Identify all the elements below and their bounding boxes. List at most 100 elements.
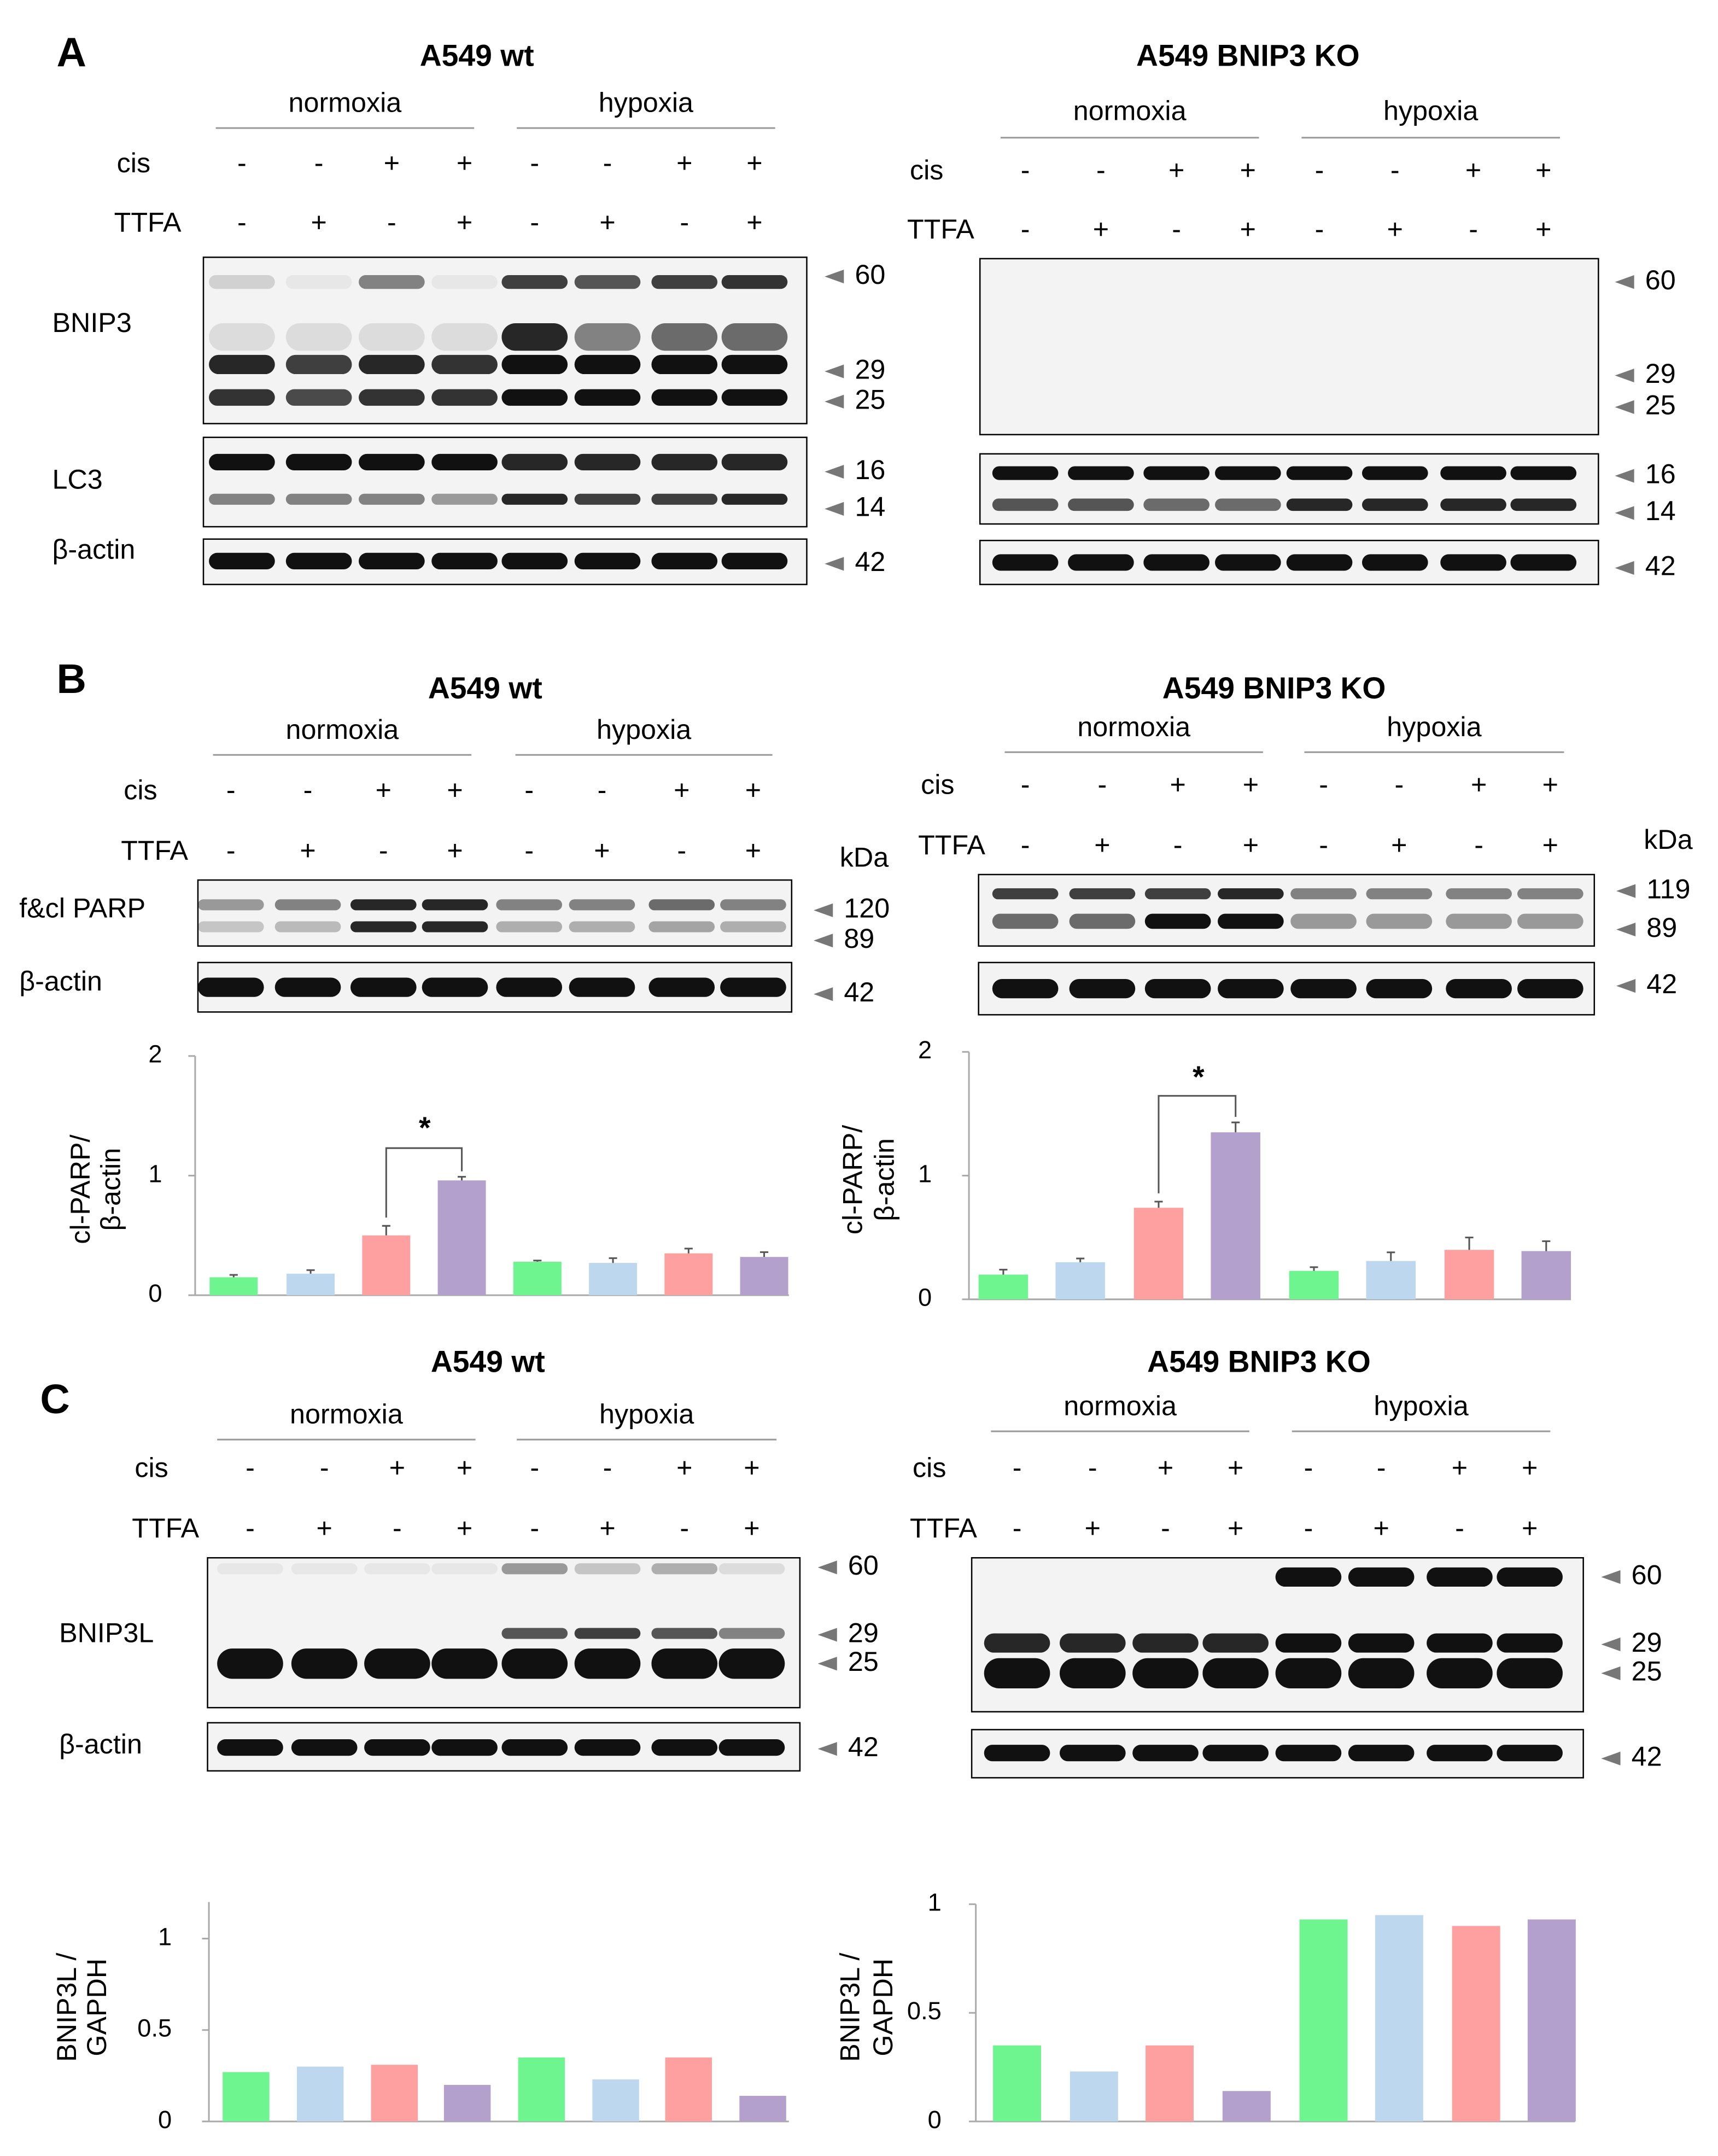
- treatment-sign: -: [680, 1512, 689, 1543]
- band: [1059, 1633, 1126, 1653]
- band: [1286, 554, 1353, 571]
- band: [718, 1648, 785, 1679]
- band: [350, 921, 417, 933]
- band: [1348, 1658, 1415, 1689]
- band: [359, 493, 425, 505]
- band: [574, 1739, 641, 1756]
- treatment-sign: -: [1088, 1452, 1097, 1483]
- band: [1275, 1633, 1342, 1653]
- band: [720, 977, 786, 997]
- band: [1348, 1567, 1415, 1587]
- bar: [1289, 1271, 1339, 1300]
- band: [1144, 888, 1211, 900]
- band: [651, 354, 718, 375]
- band: [574, 453, 641, 470]
- band: [721, 323, 788, 351]
- treatment-sign: +: [676, 147, 692, 178]
- band: [350, 899, 417, 911]
- treatment-sign: -: [530, 1452, 539, 1483]
- bar: [513, 1261, 562, 1296]
- treatment-sign: -: [524, 835, 534, 866]
- bar: [739, 2096, 786, 2122]
- treatment-sign: -: [1172, 213, 1181, 244]
- row-label: LC3: [52, 463, 103, 494]
- marker-label: 119: [1646, 873, 1690, 904]
- band: [1275, 1658, 1342, 1689]
- marker-label: 29: [1632, 1627, 1662, 1658]
- band: [718, 1739, 785, 1756]
- marker-label: 42: [1632, 1741, 1662, 1772]
- band: [209, 493, 275, 505]
- band: [1069, 913, 1136, 929]
- treatment-sign: -: [1469, 213, 1478, 244]
- band: [1143, 466, 1209, 480]
- band: [274, 899, 341, 911]
- band: [197, 899, 264, 911]
- treatment-sign: -: [393, 1512, 402, 1543]
- marker-arrow: [825, 270, 844, 284]
- marker-arrow: [825, 464, 844, 479]
- band: [274, 977, 341, 997]
- treatment-sign: -: [603, 147, 612, 178]
- bar: [1222, 2091, 1271, 2122]
- bar: [1452, 1926, 1500, 2122]
- treatment-sign: +: [447, 835, 463, 866]
- band: [1286, 498, 1353, 511]
- band: [496, 899, 563, 911]
- band: [501, 323, 568, 351]
- marker-arrow: [1615, 469, 1634, 483]
- band: [992, 498, 1059, 511]
- treatment-sign: -: [1304, 1452, 1313, 1483]
- band: [1218, 913, 1284, 929]
- treatment-sign: +: [1240, 154, 1256, 185]
- band: [984, 1745, 1050, 1762]
- band: [1202, 1658, 1269, 1689]
- band: [359, 453, 425, 470]
- treatment-sign: -: [246, 1452, 255, 1483]
- band: [1069, 979, 1136, 999]
- band: [1215, 498, 1281, 511]
- band: [359, 389, 425, 406]
- marker-label: 60: [848, 1549, 879, 1581]
- row-label: β-actin: [52, 534, 136, 565]
- treatment-sign: +: [1542, 829, 1558, 860]
- band: [501, 1739, 568, 1756]
- marker-arrow: [825, 502, 844, 516]
- band: [574, 552, 641, 569]
- condition-label: hypoxia: [599, 87, 693, 118]
- blot-title: A549 BNIP3 KO: [1136, 39, 1360, 73]
- marker-label: 42: [1646, 968, 1677, 999]
- marker-label: 14: [1645, 495, 1676, 526]
- error-bar: [1154, 1201, 1163, 1208]
- row-label: β-actin: [59, 1728, 142, 1759]
- error-bar: [458, 1176, 466, 1181]
- treatment-sign: +: [599, 1512, 615, 1543]
- band: [1510, 498, 1577, 511]
- treatment-sign: -: [677, 835, 686, 866]
- treatment-sign: +: [1168, 154, 1184, 185]
- marker-label: 42: [1645, 550, 1676, 581]
- band: [992, 554, 1059, 571]
- treatment-sign: -: [1096, 154, 1106, 185]
- band: [431, 275, 498, 289]
- treatment-sign: +: [1535, 213, 1551, 244]
- marker-label: 42: [844, 976, 874, 1007]
- band: [501, 354, 568, 375]
- band: [574, 493, 641, 505]
- treatment-label: TTFA: [121, 835, 188, 866]
- marker-arrow: [1601, 1666, 1621, 1680]
- error-bar: [1310, 1266, 1318, 1271]
- band: [496, 921, 563, 933]
- significance-label: *: [419, 1111, 431, 1145]
- band: [209, 354, 275, 375]
- band: [1517, 888, 1583, 900]
- band: [651, 323, 718, 351]
- band: [496, 977, 563, 997]
- treatment-sign: +: [1228, 1452, 1243, 1483]
- treatment-sign: -: [1021, 768, 1030, 800]
- treatment-sign: +: [1387, 213, 1403, 244]
- band: [1144, 913, 1211, 929]
- band: [1366, 888, 1433, 900]
- treatment-sign: +: [1522, 1452, 1538, 1483]
